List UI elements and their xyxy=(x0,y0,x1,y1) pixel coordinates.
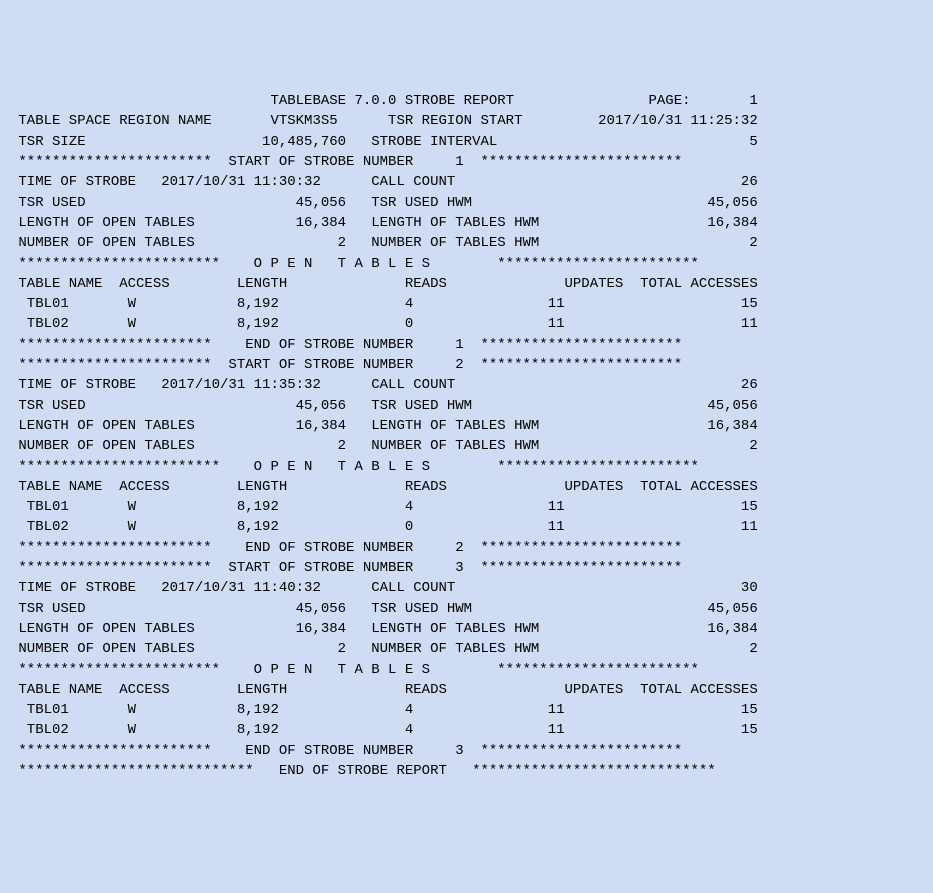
strobe-report: TABLEBASE 7.0.0 STROBE REPORT PAGE: 1 TA… xyxy=(10,91,933,781)
